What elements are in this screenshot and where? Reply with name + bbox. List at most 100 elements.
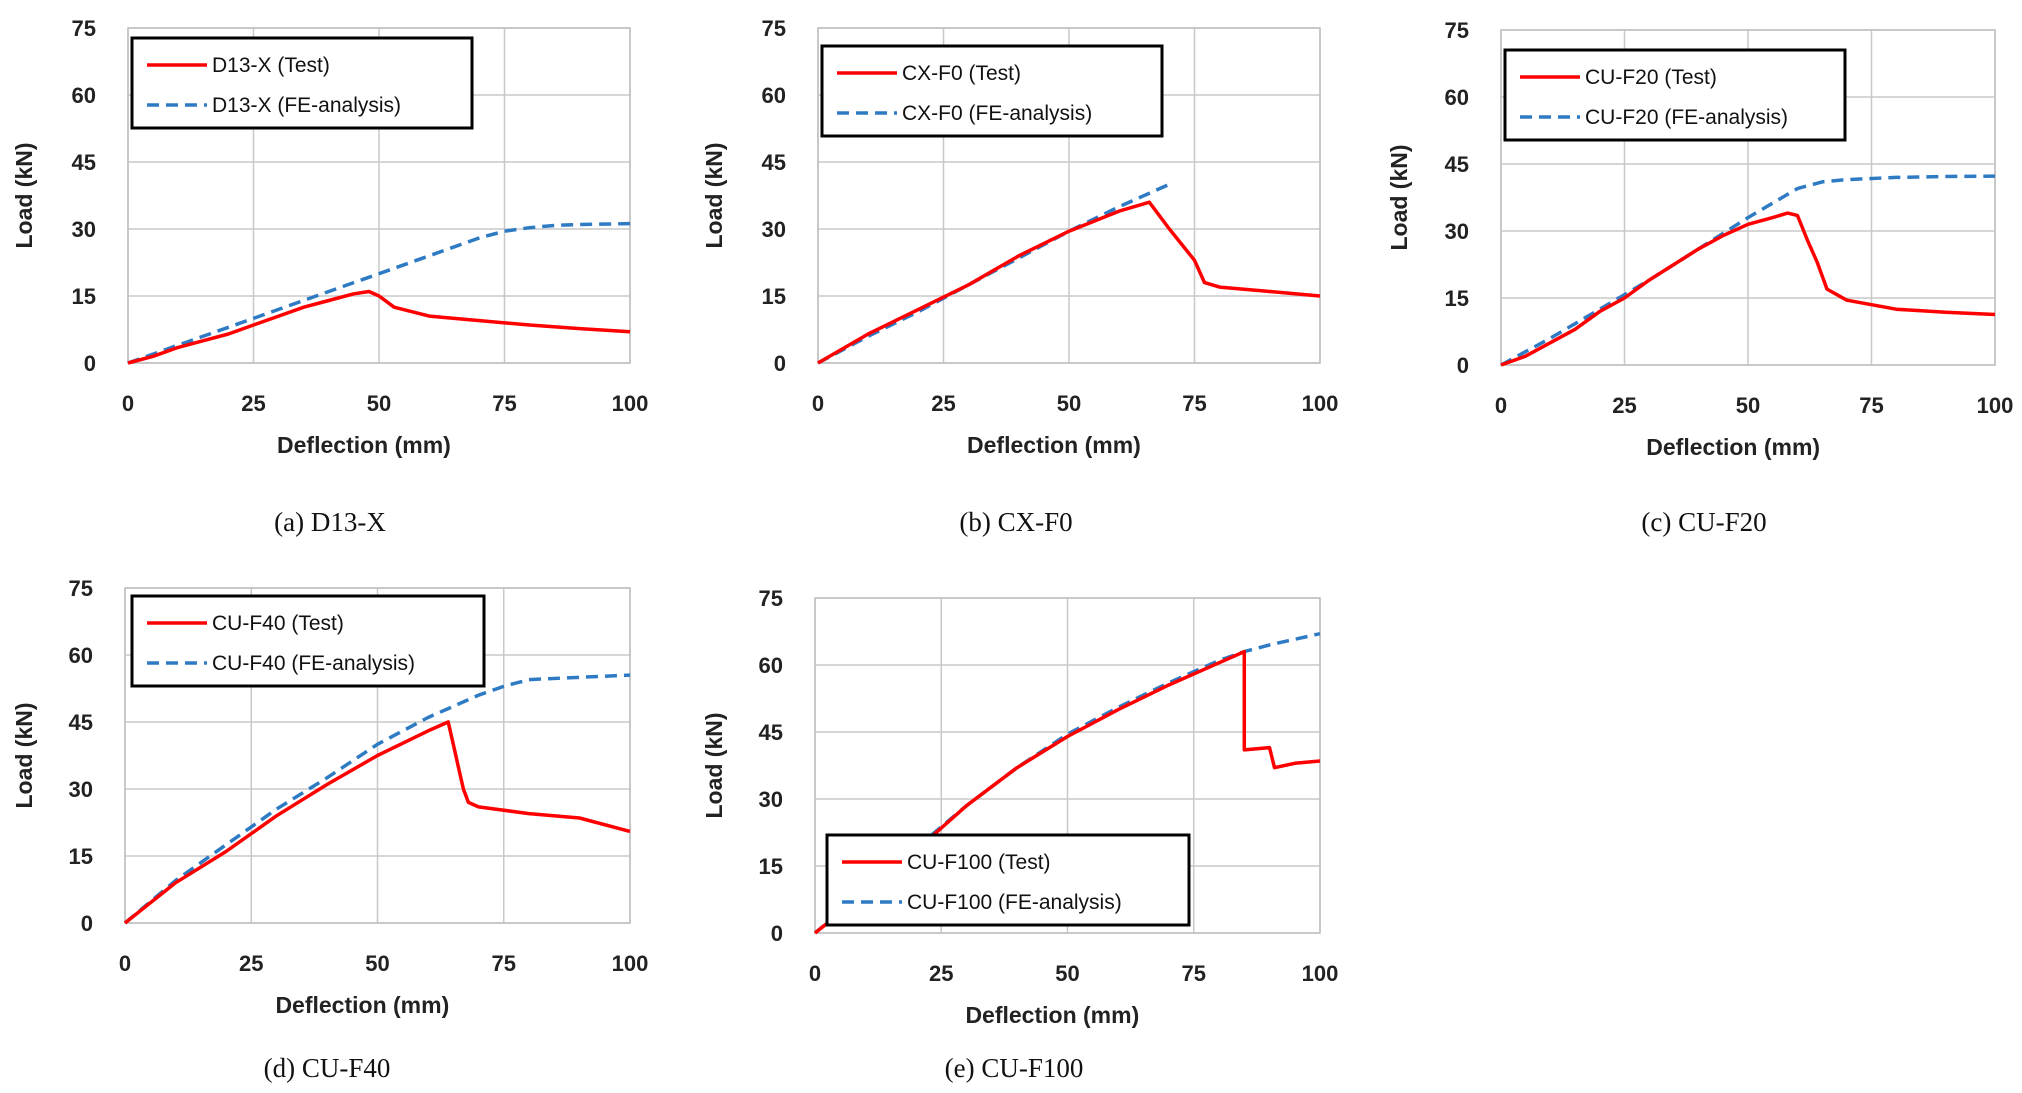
caption-d: (d) CU-F40 bbox=[263, 1053, 391, 1083]
chart-svg: 0 25 50 75 100 0 15 30 45 60 75 Deflection (mm) Load… bbox=[701, 16, 1339, 458]
x-tick-label: 50 bbox=[1055, 961, 1079, 986]
y-tick-label: 30 bbox=[72, 217, 96, 242]
x-tick-label: 25 bbox=[1612, 393, 1636, 418]
legend-label: D13-X (FE-analysis) bbox=[212, 94, 401, 117]
x-tick-label: 25 bbox=[929, 961, 953, 986]
x-tick-label: 100 bbox=[1977, 393, 2014, 418]
x-tick-label: 0 bbox=[809, 961, 821, 986]
y-axis-title: Load (kN) bbox=[1386, 144, 1412, 250]
test-line bbox=[123, 720, 631, 925]
x-tick-label: 75 bbox=[492, 951, 516, 976]
x-tick-label: 50 bbox=[1057, 391, 1081, 416]
legend-box bbox=[130, 594, 486, 688]
y-tick-label: 75 bbox=[72, 16, 96, 41]
chart-panel-cu-f20: 0 25 50 75 100 0 15 30 45 60 75 Deflection (mm) Load… bbox=[1375, 0, 2022, 460]
legend-label: CU-F20 (FE-analysis) bbox=[1585, 106, 1788, 129]
x-tick-label: 100 bbox=[1302, 391, 1339, 416]
y-tick-label: 15 bbox=[1445, 286, 1469, 311]
y-tick-label: 45 bbox=[762, 150, 786, 175]
legend-label: CX-F0 (FE-analysis) bbox=[902, 102, 1092, 125]
legend-label: CU-F40 (FE-analysis) bbox=[212, 652, 415, 675]
x-tick-label: 0 bbox=[812, 391, 824, 416]
y-tick-label: 30 bbox=[762, 217, 786, 242]
y-axis-title: Load (kN) bbox=[11, 702, 37, 808]
chart-svg: 0 25 50 75 100 0 15 30 45 60 75 Deflection (mm) Load… bbox=[701, 586, 1339, 1028]
x-tick-label: 100 bbox=[612, 951, 649, 976]
y-tick-label: 60 bbox=[762, 83, 786, 108]
y-tick-label: 75 bbox=[69, 576, 93, 601]
caption-e: (e) CU-F100 bbox=[944, 1053, 1084, 1083]
plot-frame bbox=[124, 587, 631, 924]
x-tick-label: 75 bbox=[492, 391, 516, 416]
x-tick-label: 0 bbox=[1495, 393, 1507, 418]
y-tick-label: 75 bbox=[1445, 18, 1469, 43]
y-tick-label: 45 bbox=[72, 150, 96, 175]
chart-panel-d13-x: 0 25 50 75 100 0 15 30 45 60 75 Deflection (mm) Load… bbox=[0, 0, 660, 458]
x-axis-title: Deflection (mm) bbox=[965, 1002, 1139, 1028]
x-tick-label: 25 bbox=[931, 391, 955, 416]
legend-label: CU-F40 (Test) bbox=[212, 612, 344, 635]
y-tick-label: 60 bbox=[1445, 85, 1469, 110]
x-tick-label: 0 bbox=[122, 391, 134, 416]
y-tick-label: 30 bbox=[759, 787, 783, 812]
legend-label: CX-F0 (Test) bbox=[902, 62, 1021, 85]
x-tick-label: 0 bbox=[119, 951, 131, 976]
y-tick-label: 15 bbox=[72, 284, 96, 309]
chart-svg: 0 25 50 75 100 0 15 30 45 60 75 Deflection (mm) Load… bbox=[11, 576, 649, 1018]
y-axis-title: Load (kN) bbox=[701, 142, 727, 248]
legend-label: D13-X (Test) bbox=[212, 54, 330, 77]
x-axis-title: Deflection (mm) bbox=[1646, 434, 1820, 460]
x-tick-label: 50 bbox=[365, 951, 389, 976]
y-tick-label: 60 bbox=[72, 83, 96, 108]
x-tick-label: 25 bbox=[241, 391, 265, 416]
y-tick-label: 15 bbox=[759, 854, 783, 879]
x-tick-label: 50 bbox=[367, 391, 391, 416]
caption-b: (b) CX-F0 bbox=[959, 507, 1073, 537]
chart-svg: 0 25 50 75 100 0 15 30 45 60 75 Deflection (mm) Load… bbox=[11, 16, 648, 458]
y-tick-label: 0 bbox=[774, 351, 786, 376]
fe-analysis-line bbox=[1500, 174, 1996, 367]
y-tick-label: 30 bbox=[1445, 219, 1469, 244]
fe-analysis-line bbox=[123, 673, 631, 925]
plot-frame bbox=[817, 27, 1321, 364]
x-tick-label: 25 bbox=[239, 951, 263, 976]
legend-box bbox=[130, 36, 474, 130]
x-tick-label: 50 bbox=[1736, 393, 1760, 418]
plot-frame bbox=[814, 597, 1321, 934]
y-axis-title: Load (kN) bbox=[11, 142, 37, 248]
x-tick-label: 75 bbox=[1859, 393, 1883, 418]
plot-frame bbox=[1500, 29, 1996, 366]
y-tick-label: 15 bbox=[762, 284, 786, 309]
legend-box bbox=[820, 44, 1164, 138]
caption-c: (c) CU-F20 bbox=[1641, 507, 1767, 537]
y-tick-label: 15 bbox=[69, 844, 93, 869]
legend-box bbox=[825, 833, 1191, 927]
caption-a: (a) D13-X bbox=[274, 507, 386, 537]
chart-svg: 0 25 50 75 100 0 15 30 45 60 75 Deflection (mm) Load… bbox=[1386, 18, 2014, 460]
y-tick-label: 0 bbox=[1457, 353, 1469, 378]
y-tick-label: 0 bbox=[84, 351, 96, 376]
y-tick-label: 60 bbox=[759, 653, 783, 678]
y-tick-label: 75 bbox=[762, 16, 786, 41]
legend-label: CU-F100 (Test) bbox=[907, 851, 1051, 874]
x-tick-label: 75 bbox=[1182, 961, 1206, 986]
fe-analysis-line bbox=[127, 221, 631, 365]
y-tick-label: 0 bbox=[771, 921, 783, 946]
test-line bbox=[817, 200, 1321, 365]
chart-panel-cu-f40: 0 25 50 75 100 0 15 30 45 60 75 Deflection (mm) Load… bbox=[0, 560, 660, 1018]
y-tick-label: 30 bbox=[69, 777, 93, 802]
legend-label: CU-F100 (FE-analysis) bbox=[907, 891, 1122, 914]
chart-panel-cu-f100: 0 25 50 75 100 0 15 30 45 60 75 Deflection (mm) Load… bbox=[690, 560, 1350, 1028]
x-tick-label: 75 bbox=[1182, 391, 1206, 416]
test-line bbox=[1500, 211, 1996, 367]
y-tick-label: 45 bbox=[759, 720, 783, 745]
test-line bbox=[127, 289, 631, 365]
x-tick-label: 100 bbox=[1302, 961, 1339, 986]
x-axis-title: Deflection (mm) bbox=[275, 992, 449, 1018]
x-axis-title: Deflection (mm) bbox=[277, 432, 451, 458]
y-tick-label: 0 bbox=[81, 911, 93, 936]
legend-box bbox=[1503, 48, 1847, 142]
y-tick-label: 45 bbox=[1445, 152, 1469, 177]
y-tick-label: 75 bbox=[759, 586, 783, 611]
y-axis-title: Load (kN) bbox=[701, 712, 727, 818]
